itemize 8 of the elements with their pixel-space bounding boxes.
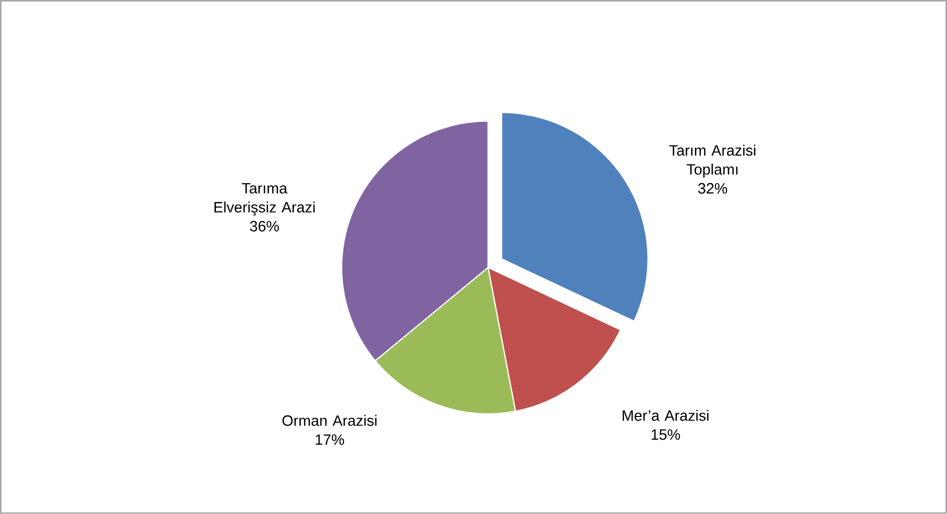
slice-label: Orman Arazisi: [282, 414, 376, 426]
data-label: 32%: [698, 183, 728, 194]
data-label: 15%: [652, 429, 680, 440]
slice-label: Tarım Arazisi Toplamı: [669, 144, 756, 178]
data-label: 36%: [250, 220, 279, 232]
data-label: 17%: [316, 434, 344, 445]
slice-label: Mer’a Arazisi: [622, 410, 708, 421]
slice-label: Tarıma Elverişsiz Arazi: [214, 183, 315, 216]
